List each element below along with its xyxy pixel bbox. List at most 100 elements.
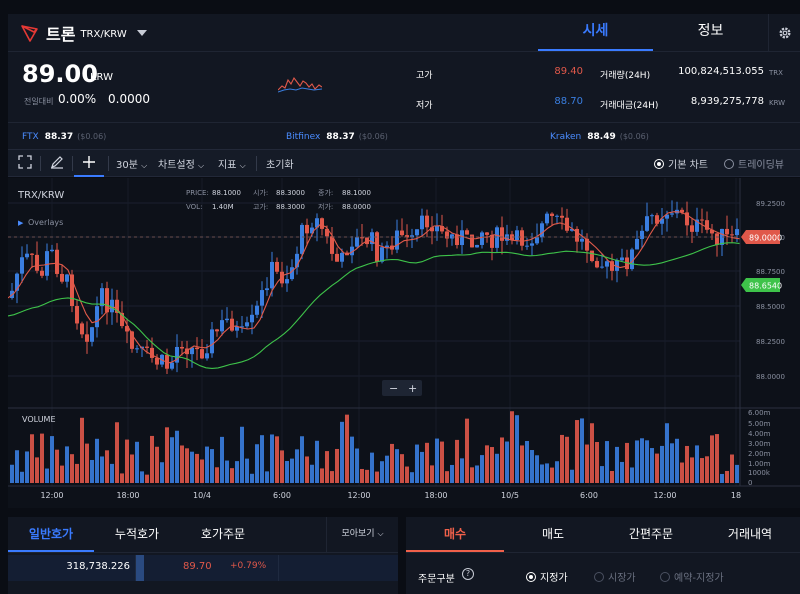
price-tick: 88.0000 — [756, 373, 785, 381]
volume-bar — [350, 436, 354, 483]
volume-bar — [680, 462, 684, 483]
candle-body — [90, 327, 94, 342]
zoom-out-button[interactable]: − — [389, 382, 398, 395]
candle-body — [370, 232, 374, 245]
volume-24h-label: 거래량(24H) — [600, 71, 651, 81]
volume-tick: 3.00m — [748, 440, 771, 448]
candle-body — [545, 213, 549, 224]
volume-bar — [155, 446, 159, 483]
tron-logo-icon — [21, 24, 38, 42]
candle-body — [505, 234, 509, 241]
candle-body — [220, 320, 224, 332]
candle-body — [85, 334, 89, 342]
exchange-change: ($0.06) — [619, 132, 649, 141]
basic-chart-radio[interactable]: 기본 차트 — [654, 156, 708, 171]
indicators-label: 지표 — [218, 160, 237, 171]
volume-bar — [175, 430, 179, 483]
candle-body — [305, 224, 309, 234]
exchange-name: Kraken — [550, 132, 582, 142]
candle-body — [330, 236, 334, 254]
volume-bar — [435, 438, 439, 483]
volume-bar — [165, 427, 169, 483]
candle-body — [100, 288, 104, 307]
volume-bar — [120, 473, 124, 483]
candle-body — [450, 234, 454, 239]
tab-normal-orderbook[interactable]: 일반호가 — [8, 517, 94, 552]
candle-body — [480, 232, 484, 245]
coin-pair: TRX/KRW — [80, 28, 127, 40]
tab-sise[interactable]: 시세 — [538, 14, 653, 51]
volume-bar — [70, 454, 74, 483]
volume-bar — [455, 439, 459, 483]
volume-bar — [255, 444, 259, 483]
volume-bar — [575, 420, 579, 483]
volume-bar — [630, 467, 634, 483]
candle-body — [445, 231, 449, 239]
volume-bar — [735, 464, 739, 483]
candle-body — [265, 288, 269, 291]
candle-body — [580, 238, 584, 242]
tab-info[interactable]: 정보 — [697, 23, 724, 39]
volume-bar — [125, 439, 129, 483]
zoom-controls[interactable]: − + — [382, 380, 422, 396]
chevron-down-icon[interactable] — [136, 29, 147, 36]
candle-body — [485, 232, 489, 235]
chart-settings-menu[interactable]: 차트설정 ⌵ — [158, 156, 204, 171]
tab-buy[interactable]: 매수 — [406, 517, 504, 552]
change-percent: 0.00% — [58, 92, 97, 106]
tab-orderbook-order[interactable]: 호가주문 — [200, 527, 246, 541]
coin-selector[interactable]: 트론 TRX/KRW — [8, 14, 538, 51]
price-chart[interactable]: 89.2500 89.0000 88.7500 88.5000 88.2500 88.00… — [7, 178, 800, 508]
reset-button[interactable]: 초기화 — [266, 160, 294, 171]
candle-body — [310, 227, 314, 234]
exchange-kraken[interactable]: Kraken 88.49 ($0.06) — [550, 132, 649, 142]
divider — [278, 555, 279, 581]
price-value: 88.1000 — [212, 189, 241, 197]
overlays-label[interactable]: Overlays — [28, 218, 63, 227]
volume-bar — [180, 445, 184, 483]
exchange-price: 88.49 — [587, 132, 616, 142]
volume-bar — [500, 437, 504, 483]
candle-body — [715, 233, 719, 245]
exchange-bitfinex[interactable]: Bitfinex 88.37 ($0.06) — [286, 132, 388, 142]
volume-bar — [570, 469, 574, 483]
candlestick-chart[interactable]: 89.2500 89.0000 88.7500 88.5000 88.2500 88.00… — [7, 178, 800, 508]
candle-body — [490, 234, 494, 248]
indicators-menu[interactable]: 지표 ⌵ — [218, 156, 246, 171]
zoom-in-button[interactable]: + — [408, 382, 417, 395]
divider — [40, 156, 41, 171]
exchange-ftx[interactable]: FTX 88.37 ($0.06) — [22, 132, 106, 142]
high-value: 89.40 — [554, 66, 583, 77]
fullscreen-icon[interactable] — [18, 155, 32, 169]
candle-body — [335, 253, 339, 262]
volume-bar — [10, 464, 14, 483]
tradingview-radio[interactable]: 트레이딩뷰 — [724, 156, 784, 171]
order-type-market[interactable]: 시장가 — [594, 569, 636, 584]
overlays-toggle[interactable]: ▶ — [18, 219, 24, 227]
pencil-icon[interactable] — [50, 155, 64, 169]
volume-bar — [430, 465, 434, 483]
volume-tick: 4.00m — [748, 430, 771, 438]
volume-bar — [675, 438, 679, 483]
orderbook-row[interactable]: 318,738.226 89.70 +0.79% — [8, 555, 398, 581]
tab-simple-order[interactable]: 간편주문 — [628, 527, 674, 541]
volume-bar — [45, 468, 49, 483]
volume-bar — [410, 472, 414, 483]
crosshair-tool[interactable] — [74, 150, 104, 177]
candle-body — [620, 257, 624, 261]
order-type-reserved[interactable]: 예약-지정가 — [660, 569, 724, 584]
gear-icon[interactable] — [768, 14, 800, 51]
time-tick: 10/4 — [193, 491, 211, 500]
help-icon[interactable]: ? — [462, 568, 474, 580]
candle-body — [685, 212, 689, 226]
exchange-name: FTX — [22, 132, 39, 142]
exchange-name: Bitfinex — [286, 132, 321, 142]
view-more-select[interactable]: 모아보기 ⌵ — [326, 517, 398, 552]
divider — [8, 552, 398, 553]
tab-cumulative-orderbook[interactable]: 누적호가 — [114, 527, 160, 541]
tab-trade-history[interactable]: 거래내역 — [727, 527, 773, 541]
order-type-limit[interactable]: 지정가 — [526, 569, 568, 584]
volume-bar — [210, 449, 214, 483]
tab-sell[interactable]: 매도 — [541, 527, 565, 541]
interval-select[interactable]: 30분 ⌵ — [116, 156, 147, 171]
